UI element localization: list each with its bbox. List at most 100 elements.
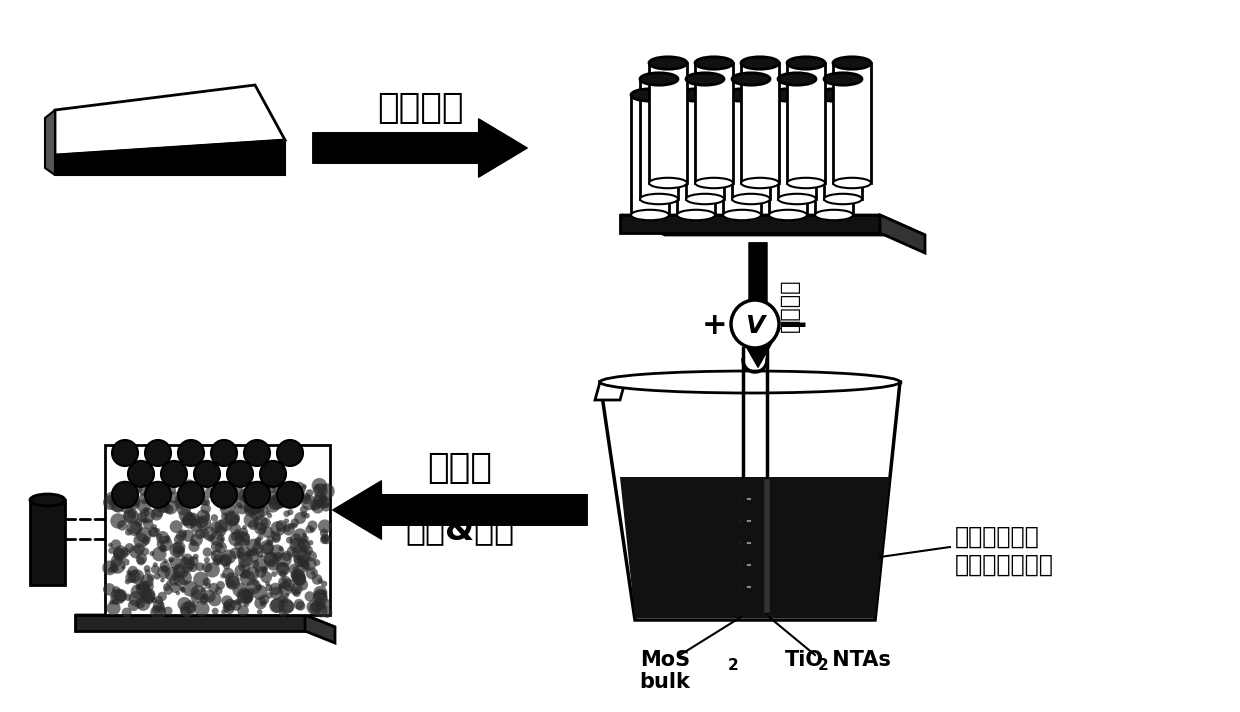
Circle shape	[172, 545, 185, 557]
Circle shape	[244, 504, 253, 513]
Circle shape	[210, 488, 221, 498]
Circle shape	[222, 604, 231, 612]
Circle shape	[180, 587, 185, 592]
Circle shape	[315, 491, 326, 503]
Ellipse shape	[30, 494, 64, 506]
Circle shape	[197, 517, 208, 528]
Circle shape	[154, 572, 160, 580]
Circle shape	[234, 498, 250, 514]
Circle shape	[129, 545, 143, 558]
Circle shape	[283, 579, 295, 592]
Circle shape	[223, 562, 231, 570]
Circle shape	[277, 482, 303, 508]
Circle shape	[321, 503, 330, 512]
Circle shape	[260, 493, 265, 498]
Circle shape	[231, 600, 242, 611]
Ellipse shape	[640, 73, 678, 85]
Circle shape	[278, 576, 291, 590]
Circle shape	[172, 541, 186, 554]
Circle shape	[262, 543, 274, 555]
Circle shape	[296, 556, 300, 560]
Circle shape	[141, 518, 148, 524]
Circle shape	[237, 604, 249, 617]
Circle shape	[159, 503, 165, 508]
Bar	[105, 445, 330, 615]
Circle shape	[221, 513, 228, 520]
Circle shape	[202, 562, 212, 572]
Circle shape	[283, 523, 295, 535]
Circle shape	[243, 512, 259, 528]
Circle shape	[112, 595, 115, 599]
Circle shape	[161, 461, 187, 487]
Circle shape	[215, 487, 228, 501]
Circle shape	[123, 496, 133, 506]
Circle shape	[269, 599, 284, 613]
Ellipse shape	[649, 57, 687, 69]
Circle shape	[239, 570, 255, 586]
Circle shape	[181, 515, 191, 526]
Circle shape	[112, 598, 119, 605]
Circle shape	[193, 461, 219, 487]
Circle shape	[228, 532, 243, 546]
Circle shape	[195, 529, 205, 539]
Circle shape	[157, 492, 164, 498]
Circle shape	[182, 487, 187, 492]
Circle shape	[174, 535, 184, 545]
Circle shape	[306, 567, 317, 580]
Circle shape	[215, 542, 227, 553]
Circle shape	[216, 581, 224, 590]
Circle shape	[303, 493, 310, 501]
Circle shape	[179, 529, 187, 538]
Circle shape	[246, 580, 262, 595]
Circle shape	[303, 533, 306, 537]
Circle shape	[141, 548, 149, 555]
Text: MoS: MoS	[640, 650, 689, 670]
Circle shape	[145, 482, 171, 508]
Circle shape	[285, 593, 289, 597]
Circle shape	[253, 483, 267, 497]
Circle shape	[249, 548, 258, 556]
Circle shape	[164, 586, 172, 595]
Circle shape	[301, 562, 309, 570]
Circle shape	[315, 605, 327, 617]
Text: 双三氟甲烷磺: 双三氟甲烷磺	[955, 525, 1040, 549]
Circle shape	[108, 567, 114, 573]
Circle shape	[190, 518, 197, 526]
Circle shape	[231, 532, 241, 541]
Circle shape	[110, 589, 125, 604]
Circle shape	[265, 493, 270, 498]
Circle shape	[278, 598, 294, 614]
Circle shape	[301, 495, 316, 511]
Text: −: −	[776, 307, 810, 345]
Ellipse shape	[723, 89, 761, 101]
Circle shape	[202, 548, 212, 557]
Circle shape	[249, 506, 264, 520]
Circle shape	[126, 570, 131, 575]
Circle shape	[289, 497, 298, 506]
Circle shape	[134, 518, 143, 527]
Circle shape	[267, 592, 273, 599]
Circle shape	[125, 579, 130, 585]
Circle shape	[289, 564, 299, 575]
Circle shape	[308, 540, 314, 545]
Circle shape	[122, 548, 130, 557]
Circle shape	[165, 567, 179, 581]
Circle shape	[293, 566, 299, 572]
Text: +: +	[702, 312, 728, 340]
Circle shape	[122, 565, 125, 570]
Circle shape	[105, 491, 119, 505]
Circle shape	[260, 566, 268, 573]
Circle shape	[281, 551, 293, 561]
Circle shape	[244, 505, 257, 517]
Circle shape	[232, 582, 247, 597]
Circle shape	[306, 489, 314, 496]
Circle shape	[151, 524, 157, 530]
Bar	[723, 95, 761, 215]
Circle shape	[212, 608, 218, 614]
Circle shape	[293, 572, 306, 585]
Circle shape	[112, 586, 120, 595]
Ellipse shape	[833, 178, 870, 188]
Text: 剥离&沉积: 剥离&沉积	[405, 513, 515, 547]
Circle shape	[115, 590, 126, 602]
Circle shape	[165, 539, 170, 544]
